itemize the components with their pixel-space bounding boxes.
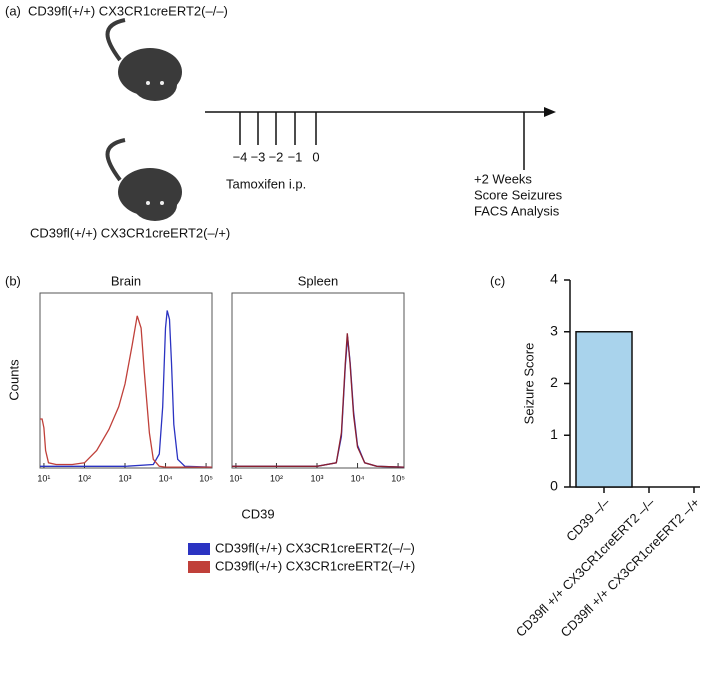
x-tick-label: 10⁵ (391, 473, 405, 483)
x-tick-label: 10³ (310, 473, 323, 483)
y-tick-label: 3 (550, 322, 558, 338)
mouse-label: CD39fl(+/+) CX3CR1creERT2(–/+) (30, 225, 230, 240)
x-tick-label: 10¹ (229, 473, 242, 483)
y-tick-label: 1 (550, 426, 558, 442)
y-tick-label: 0 (550, 478, 558, 494)
x-tick-label: 10¹ (37, 473, 50, 483)
x-tick-label: 10³ (118, 473, 131, 483)
plot-frame (39, 292, 213, 469)
chart-title: Spleen (298, 273, 338, 288)
plot-frame (231, 292, 405, 469)
histogram-line (232, 333, 405, 468)
day-label: −2 (269, 149, 284, 164)
y-axis-label: Seizure Score (521, 343, 536, 425)
x-tick-label: 10⁴ (159, 473, 173, 483)
histogram-line (232, 336, 405, 468)
timeline-arrow (544, 107, 556, 117)
day-label: −3 (251, 149, 266, 164)
panel-label: (a) (5, 3, 21, 18)
day-label: −1 (288, 149, 303, 164)
y-axis-label: Counts (6, 359, 21, 401)
y-tick-label: 2 (550, 374, 558, 390)
bar (575, 331, 633, 488)
histogram-line (40, 310, 213, 468)
endpoint: +2 Weeks (474, 171, 532, 186)
endpoint: Score Seizures (474, 187, 563, 202)
mouse-label: CD39fl(+/+) CX3CR1creERT2(–/–) (28, 3, 228, 18)
day-label: −4 (233, 149, 248, 164)
legend-label: CD39fl(+/+) CX3CR1creERT2(–/–) (215, 540, 415, 555)
x-tick-label: 10⁴ (351, 473, 365, 483)
legend-label: CD39fl(+/+) CX3CR1creERT2(–/+) (215, 558, 415, 573)
mouse-icon (105, 138, 182, 221)
mouse-icon (105, 18, 182, 101)
x-tick-label: 10² (270, 473, 283, 483)
chart-title: Brain (111, 273, 141, 288)
endpoint: FACS Analysis (474, 203, 560, 218)
histogram-line (40, 315, 212, 468)
treatment: Tamoxifen i.p. (226, 176, 306, 191)
day-label: 0 (312, 149, 319, 164)
legend-swatch (188, 543, 210, 555)
panel-label: (c) (490, 273, 505, 288)
panel-label: (b) (5, 273, 21, 288)
x-axis-label: CD39 (241, 506, 274, 521)
x-tick-label: 10² (78, 473, 91, 483)
legend-swatch (188, 561, 210, 573)
x-tick-label: 10⁵ (199, 473, 213, 483)
y-tick-label: 4 (550, 271, 558, 287)
